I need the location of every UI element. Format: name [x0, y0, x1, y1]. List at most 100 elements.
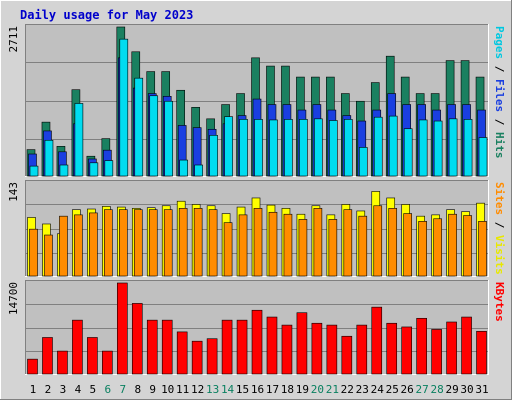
bar-sites-day-19 [298, 219, 308, 277]
bar-kbytes-day-9 [146, 319, 158, 375]
bar-kbytes-day-1 [27, 358, 38, 375]
bar-sites-day-18 [283, 213, 293, 277]
bar-pages-day-4 [74, 103, 84, 177]
x-tick-label: 21 [326, 383, 339, 396]
x-tick-label: 23 [356, 383, 369, 396]
bar-kbytes-day-5 [87, 337, 98, 375]
x-tick-label: 26 [401, 383, 414, 396]
x-tick-label: 5 [90, 383, 97, 396]
bar-kbytes-day-29 [446, 321, 457, 375]
bar-pages-day-17 [269, 119, 278, 177]
bar-pages-day-24 [373, 116, 383, 177]
bar-kbytes-day-8 [131, 303, 143, 375]
legend-part: / [493, 59, 506, 79]
x-tick-label: 22 [341, 383, 354, 396]
bar-pages-day-23 [358, 147, 368, 177]
x-tick-label: 28 [430, 383, 443, 396]
bar-pages-day-26 [403, 128, 413, 177]
x-tick-label: 1 [30, 383, 37, 396]
bar-pages-day-21 [329, 120, 338, 177]
x-tick-label: 10 [161, 383, 174, 396]
bar-pages-day-20 [314, 118, 323, 177]
x-tick-label: 31 [475, 383, 488, 396]
x-tick-label: 6 [105, 383, 112, 396]
x-tick-label: 12 [191, 383, 204, 396]
bar-kbytes-day-13 [206, 338, 218, 375]
bar-kbytes-day-31 [476, 330, 487, 375]
bar-sites-day-8 [133, 209, 143, 277]
bar-sites-day-14 [223, 222, 233, 277]
bar-kbytes-day-23 [356, 324, 368, 375]
bar-kbytes-day-4 [72, 319, 83, 375]
x-tick-label: 4 [75, 383, 82, 396]
bar-sites-day-3 [59, 215, 68, 277]
legend-part: / [493, 112, 506, 132]
bar-sites-day-20 [313, 208, 323, 277]
bar-pages-day-28 [433, 120, 443, 177]
legend-part: Visits [493, 235, 506, 275]
x-tick-label: 11 [176, 383, 189, 396]
bar-sites-day-16 [253, 208, 263, 277]
bar-sites-day-1 [29, 228, 38, 277]
x-tick-label: 15 [236, 383, 249, 396]
bar-kbytes-day-7 [117, 282, 128, 375]
bar-pages-day-18 [284, 119, 293, 177]
bar-pages-day-7 [119, 38, 129, 177]
bar-kbytes-day-26 [401, 326, 412, 375]
bar-kbytes-day-27 [416, 317, 427, 375]
bar-pages-day-5 [89, 162, 99, 177]
x-tick-label: 24 [371, 383, 385, 396]
x-tick-label: 19 [296, 383, 309, 396]
x-tick-label: 16 [251, 383, 264, 396]
bar-sites-day-13 [208, 209, 218, 277]
bar-sites-day-25 [388, 208, 398, 277]
bar-kbytes-day-12 [191, 340, 203, 375]
bar-kbytes-day-6 [102, 350, 113, 375]
panel-hits-files-pages: 2711 Pages / Files / Hits [7, 24, 506, 177]
bar-sites-day-22 [343, 209, 353, 277]
bar-sites-day-2 [44, 234, 53, 277]
bar-kbytes-day-15 [236, 319, 248, 375]
y-max-label: 14700 [7, 282, 20, 315]
x-tick-label: 13 [206, 383, 219, 396]
bar-kbytes-day-3 [57, 350, 68, 375]
bar-pages-day-12 [194, 164, 203, 177]
x-tick-label: 7 [119, 383, 126, 396]
bar-sites-day-10 [163, 209, 173, 277]
bar-sites-day-27 [418, 221, 427, 277]
bar-sites-day-4 [74, 214, 83, 277]
x-tick-label: 27 [416, 383, 429, 396]
bar-kbytes-day-20 [311, 322, 323, 375]
bar-pages-day-16 [254, 119, 263, 177]
bar-kbytes-day-30 [461, 316, 472, 375]
bar-pages-day-19 [299, 119, 308, 177]
x-tick-label: 9 [149, 383, 156, 396]
bar-sites-day-26 [403, 213, 412, 277]
panel-kbytes: 14700 KBytes [7, 280, 506, 375]
bar-pages-day-14 [224, 116, 233, 177]
bar-sites-day-11 [178, 208, 188, 277]
bar-kbytes-day-2 [42, 337, 53, 375]
bar-kbytes-day-22 [341, 335, 353, 375]
bar-sites-day-29 [448, 213, 457, 277]
bar-kbytes-day-19 [296, 312, 308, 375]
bar-sites-day-23 [358, 215, 368, 277]
x-tick-label: 30 [460, 383, 473, 396]
y-max-label: 2711 [7, 26, 20, 53]
bar-sites-day-6 [104, 209, 113, 277]
bar-sites-day-9 [148, 209, 158, 277]
chart-title: Daily usage for May 2023 [20, 8, 193, 22]
bar-pages-day-22 [344, 119, 353, 177]
bar-kbytes-day-21 [326, 324, 338, 375]
legend-part: Files [493, 79, 506, 112]
bar-pages-day-11 [179, 159, 188, 177]
bar-kbytes-day-11 [176, 331, 188, 375]
x-tick-label: 8 [134, 383, 141, 396]
legend-part: Hits [493, 132, 506, 159]
bar-sites-day-5 [89, 212, 98, 277]
bar-pages-day-13 [209, 135, 218, 177]
legend-part: / [493, 215, 506, 235]
bar-kbytes-day-24 [371, 306, 383, 375]
bar-kbytes-day-17 [266, 316, 278, 375]
